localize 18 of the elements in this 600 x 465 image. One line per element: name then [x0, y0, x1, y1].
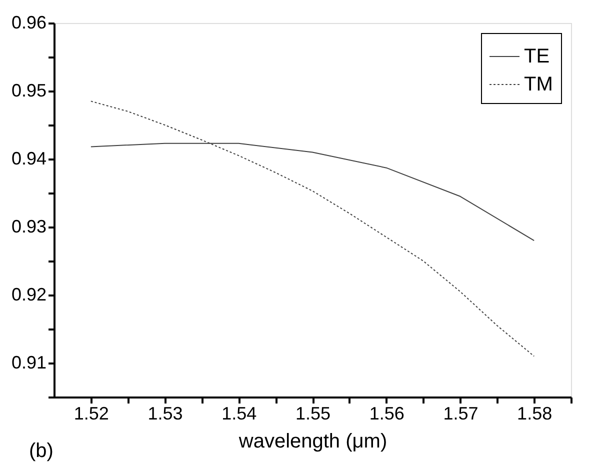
x-tick-label: 1.55: [295, 404, 331, 424]
x-tick-label: 1.56: [369, 404, 404, 424]
x-tick-label: 1.52: [74, 404, 109, 424]
x-tick-label: 1.57: [443, 404, 478, 424]
text: (b): [29, 440, 54, 462]
x-tick-label: 1.53: [148, 404, 183, 424]
y-tick-label: 0.92: [11, 284, 46, 304]
legend-label: TM: [524, 74, 553, 96]
y-tick-label: 0.93: [11, 216, 46, 236]
y-tick-label: 0.91: [11, 352, 46, 372]
line-series: [90, 100, 535, 357]
x-axis-title: wavelength (μm): [238, 430, 388, 452]
y-tick-label: 0.94: [11, 148, 46, 168]
y-tick-label: 0.95: [11, 80, 46, 100]
x-tick-label: 1.58: [517, 404, 552, 424]
legend-label: TE: [524, 46, 550, 68]
x-tick-label: 1.54: [222, 404, 257, 424]
y-tick-label: 0.96: [11, 12, 46, 32]
